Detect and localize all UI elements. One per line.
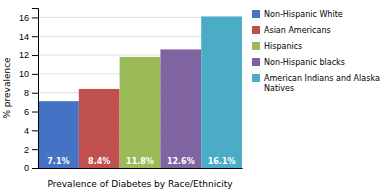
data-label: 12.6% <box>167 157 195 166</box>
legend-label: American Indians and AlaskaNatives <box>264 74 380 93</box>
legend-label: Non-Hispanic blacks <box>264 58 345 67</box>
y-tick: 2 <box>24 145 38 155</box>
bar <box>79 89 120 168</box>
legend-label: Asian Americans <box>264 26 331 35</box>
grid <box>38 17 242 168</box>
legend-item: Hispanics <box>252 42 302 51</box>
y-tick-mark <box>32 149 38 150</box>
y-tick: 12 <box>19 50 38 60</box>
y-tick: 4 <box>24 126 38 136</box>
legend-label: Hispanics <box>264 42 302 51</box>
y-tick-mark <box>32 168 38 169</box>
legend-swatch <box>252 26 260 34</box>
y-tick: 6 <box>24 107 38 117</box>
y-tick-label: 14 <box>19 32 29 42</box>
data-label: 11.8% <box>126 157 154 166</box>
y-tick-mark <box>32 17 38 18</box>
x-axis <box>39 168 243 169</box>
bar <box>201 16 242 168</box>
y-tick-label: 0 <box>24 163 29 173</box>
legend-swatch <box>252 10 260 18</box>
legend-item: Non-Hispanic blacks <box>252 58 345 67</box>
y-tick-mark <box>32 130 38 131</box>
y-tick-label: 16 <box>19 13 29 23</box>
data-label: 16.1% <box>208 157 236 166</box>
data-label: 7.1% <box>47 157 69 166</box>
y-axis-title: % prevalence <box>2 57 12 119</box>
legend-swatch <box>252 58 260 66</box>
data-labels: 7.1% 8.4% 11.8% 12.6% 16.1% <box>47 157 235 166</box>
y-tick-mark <box>32 55 38 56</box>
y-tick: 0 <box>24 163 38 173</box>
y-tick-label: 8 <box>24 88 29 98</box>
chart: 0 2 4 6 8 10 12 14 16 7.1% 8.4% 11.8% 12.6% 16.1% Prev… <box>0 0 380 194</box>
y-axis: 0 2 4 6 8 10 12 14 16 <box>19 9 39 174</box>
y-tick-mark <box>32 112 38 113</box>
y-tick-label: 12 <box>19 50 29 60</box>
legend-label: Non-Hispanic White <box>264 10 343 19</box>
y-tick: 14 <box>19 32 38 42</box>
x-axis-title: Prevalence of Diabetes by Race/Ethnicity <box>47 179 233 189</box>
data-label: 8.4% <box>88 157 110 166</box>
plot: 0 2 4 6 8 10 12 14 16 7.1% 8.4% 11.8% 12.6% 16.1% <box>19 9 243 174</box>
y-axis-line <box>32 9 39 169</box>
bar <box>120 57 161 168</box>
legend-item: American Indians and AlaskaNatives <box>252 74 380 93</box>
y-tick-mark <box>32 74 38 75</box>
y-tick-label: 2 <box>24 145 29 155</box>
y-tick-mark <box>32 93 38 94</box>
bars <box>38 16 242 168</box>
bar <box>38 101 79 168</box>
bar <box>160 49 201 168</box>
y-tick: 10 <box>19 69 38 79</box>
legend-swatch <box>252 74 260 82</box>
legend-item: Non-Hispanic White <box>252 10 343 19</box>
legend: Non-Hispanic White Asian Americans Hispani… <box>252 10 380 93</box>
y-tick-label: 6 <box>24 107 29 117</box>
x-axis-line <box>39 168 243 169</box>
y-tick: 8 <box>24 88 38 98</box>
y-tick: 16 <box>19 13 38 23</box>
y-tick-mark <box>32 36 38 37</box>
legend-swatch <box>252 42 260 50</box>
y-tick-label: 4 <box>24 126 29 136</box>
legend-item: Asian Americans <box>252 26 331 35</box>
y-tick-label: 10 <box>19 69 29 79</box>
